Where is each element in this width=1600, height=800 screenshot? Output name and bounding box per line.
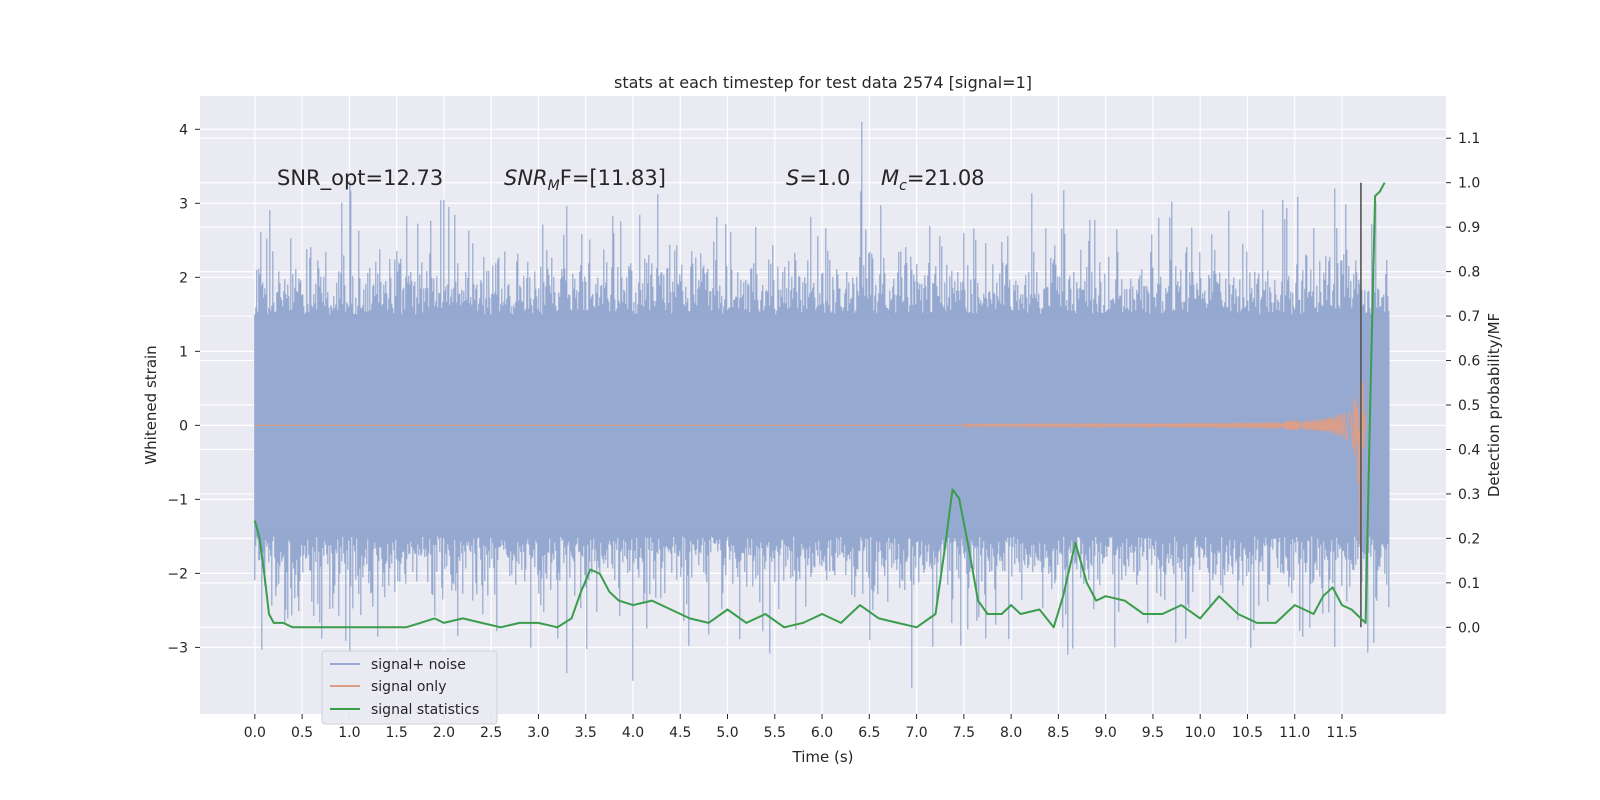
- x-tick-label-19: 9.5: [1142, 725, 1164, 741]
- x-tick-label-18: 9.0: [1095, 725, 1117, 741]
- x-tick-label-15: 7.5: [953, 725, 975, 741]
- annotation-s-symbol: S: [786, 166, 799, 190]
- x-tick-label-23: 11.5: [1326, 725, 1357, 741]
- right-tick-label-6: 0.6: [1458, 354, 1480, 370]
- annotation-snr-opt: SNR_opt=12.73: [277, 166, 443, 191]
- x-tick-label-12: 6.0: [811, 725, 833, 741]
- x-tick-label-11: 5.5: [764, 725, 786, 741]
- x-tick-label-5: 2.5: [480, 725, 502, 741]
- x-tick-label-4: 2.0: [433, 725, 455, 741]
- annotations: SNR_opt=12.73 SNRMF=[11.83] S=1.0 Mc=21.…: [277, 166, 985, 194]
- right-tick-label-9: 0.9: [1458, 220, 1480, 236]
- right-tick-label-8: 0.8: [1458, 265, 1480, 281]
- left-tick-label-6: 3: [179, 196, 188, 212]
- annotation-s-rest: =1.0: [799, 166, 850, 190]
- legend-box: [321, 650, 498, 725]
- right-tick-label-11: 1.1: [1458, 131, 1480, 147]
- x-tick-label-8: 4.0: [622, 725, 644, 741]
- left-tick-label-7: 4: [179, 122, 188, 138]
- right-tick-label-4: 0.4: [1458, 442, 1480, 458]
- x-tick-label-20: 10.0: [1185, 725, 1216, 741]
- legend-label-signal-statistics: signal statistics: [371, 702, 479, 718]
- annotation-snr-mf-symbol: SNR: [504, 166, 548, 190]
- annotation-mc-sub: c: [899, 178, 907, 194]
- x-tick-label-22: 11.0: [1279, 725, 1310, 741]
- x-tick-label-17: 8.5: [1047, 725, 1069, 741]
- annotation-snr-mf-sub: M: [548, 178, 560, 194]
- right-axis-label: Detection probability/MF: [1485, 313, 1503, 497]
- left-axis-label: Whitened strain: [142, 345, 160, 464]
- left-tick-label-3: 0: [179, 418, 188, 434]
- x-tick-label-1: 0.5: [291, 725, 313, 741]
- x-tick-label-14: 7.0: [905, 725, 927, 741]
- right-tick-label-1: 0.1: [1458, 576, 1480, 592]
- right-tick-label-2: 0.2: [1458, 531, 1480, 547]
- left-axis-ticks: −3 −2 −1 0 1 2 3 4: [167, 122, 200, 656]
- left-tick-label-2: −1: [167, 492, 188, 508]
- legend-label-signal-noise: signal+ noise: [371, 657, 466, 673]
- x-tick-label-3: 1.5: [386, 725, 408, 741]
- right-tick-label-10: 1.0: [1458, 176, 1480, 192]
- series-signal-statistics: [253, 182, 1386, 629]
- x-axis-ticks: 0.0 0.5 1.0 1.5 2.0 2.5 3.0 3.5 4.0 4.5 5.0 5.5 6.0 6…: [244, 714, 1358, 741]
- chart-title: stats at each timestep for test data 257…: [614, 73, 1032, 92]
- plot-area: [253, 121, 1390, 689]
- left-tick-label-5: 2: [179, 270, 188, 286]
- x-axis-label: Time (s): [792, 748, 854, 766]
- left-tick-label-1: −2: [167, 566, 188, 582]
- x-tick-label-9: 4.5: [669, 725, 691, 741]
- right-tick-label-3: 0.3: [1458, 487, 1480, 503]
- x-tick-label-21: 10.5: [1232, 725, 1263, 741]
- series-signal-only: [254, 382, 1366, 574]
- annotation-s: S=1.0: [786, 166, 850, 190]
- left-tick-label-0: −3: [167, 640, 188, 656]
- x-tick-label-0: 0.0: [244, 725, 266, 741]
- annotation-mc-rest: =21.08: [907, 166, 985, 190]
- signal-statistics-line: [253, 182, 1386, 629]
- annotation-mc: Mc=21.08: [881, 166, 985, 194]
- legend: signal+ noise signal only signal statist…: [321, 650, 498, 725]
- annotation-mc-symbol: M: [881, 166, 899, 190]
- x-tick-label-6: 3.0: [527, 725, 549, 741]
- annotation-snr-mf-rest: F=[11.83]: [560, 166, 666, 190]
- x-tick-label-16: 8.0: [1000, 725, 1022, 741]
- x-tick-label-2: 1.0: [338, 725, 360, 741]
- right-axis-ticks: 0.0 0.1 0.2 0.3 0.4 0.5 0.6 0.7 0.8 0.9 1.0 1.1: [1446, 131, 1480, 636]
- signal-only-trace: [254, 382, 1366, 574]
- x-tick-label-13: 6.5: [858, 725, 880, 741]
- right-tick-label-0: 0.0: [1458, 620, 1480, 636]
- left-tick-label-4: 1: [179, 344, 188, 360]
- annotation-snr-mf: SNRMF=[11.83]: [504, 166, 666, 194]
- right-tick-label-5: 0.5: [1458, 398, 1480, 414]
- right-tick-label-7: 0.7: [1458, 309, 1480, 325]
- x-tick-label-7: 3.5: [575, 725, 597, 741]
- legend-label-signal-only: signal only: [371, 679, 446, 695]
- x-tick-label-10: 5.0: [716, 725, 738, 741]
